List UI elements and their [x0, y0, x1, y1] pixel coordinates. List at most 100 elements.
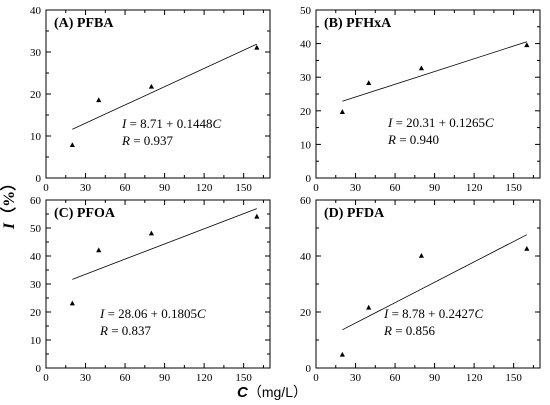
y-tick-label: 0 — [36, 363, 42, 375]
fit-equation: I = 28.06 + 0.1805C — [99, 306, 206, 321]
plot-frame — [45, 9, 271, 179]
r-label: R — [383, 323, 392, 338]
y-axis-variable: I — [1, 222, 18, 230]
panel-title: (C) PFOA — [54, 206, 116, 221]
data-point — [418, 253, 425, 258]
r-value: = 0.937 — [130, 133, 174, 148]
y-tick-label: 0 — [306, 363, 312, 375]
y-tick-label: 10 — [30, 335, 42, 347]
equation-var-i: I — [121, 116, 127, 131]
x-tick-label: 150 — [235, 182, 252, 194]
x-tick-label: 30 — [350, 372, 362, 384]
x-axis-label: C（mg/L） — [237, 384, 307, 401]
x-tick-label: 90 — [159, 372, 171, 384]
plot-frame — [315, 9, 541, 179]
plot-frame — [315, 199, 541, 369]
y-tick-label: 40 — [30, 5, 42, 17]
x-tick-label: 60 — [390, 372, 402, 384]
x-axis-unit: （mg/L） — [248, 384, 307, 400]
x-tick-label: 120 — [196, 182, 213, 194]
x-tick-label: 60 — [120, 372, 132, 384]
equation-var-c: C — [475, 306, 484, 321]
y-tick-label: 20 — [30, 89, 42, 101]
equation-var-i: I — [99, 306, 105, 321]
data-point — [96, 97, 102, 103]
x-tick-label: 120 — [196, 372, 213, 384]
equation-rhs: = 8.71 + 0.1448 — [126, 116, 212, 131]
data-point — [69, 300, 75, 306]
data-point — [96, 247, 102, 253]
x-tick-label: 90 — [429, 372, 441, 384]
equation-var-c: C — [197, 306, 206, 321]
y-tick-label: 20 — [300, 307, 312, 319]
x-tick-label: 60 — [120, 182, 132, 194]
y-tick-label: 20 — [30, 307, 42, 319]
r-value: = 0.856 — [392, 323, 436, 338]
y-tick-label: 60 — [30, 195, 42, 207]
data-point — [339, 351, 345, 357]
y-tick-label: 0 — [306, 173, 312, 185]
equation-var-i: I — [383, 306, 389, 321]
y-tick-label: 10 — [30, 131, 42, 143]
fit-line — [342, 234, 528, 331]
panel-title: (D) PFDA — [324, 206, 385, 221]
y-tick-label: 40 — [300, 251, 312, 263]
x-tick-label: 90 — [429, 182, 441, 194]
r-label: R — [99, 323, 108, 338]
y-tick-label: 40 — [300, 39, 312, 51]
y-axis-label: I（%） — [0, 175, 18, 230]
fit-line — [72, 208, 257, 280]
fit-equation: I = 20.31 + 0.1265C — [387, 115, 494, 130]
plot-frame — [45, 199, 271, 369]
panel-b: 0 30 60 90 120 150 0 10 20 30 40 50 (B) PFHxA I = 20.… — [300, 5, 541, 194]
y-tick-label: 50 — [30, 223, 42, 235]
data-point — [339, 109, 345, 114]
equation-rhs: = 8.78 + 0.2427 — [388, 306, 475, 321]
x-tick-label: 150 — [505, 182, 522, 194]
equation-rhs: = 20.31 + 0.1265 — [392, 115, 485, 130]
x-tick-label: 30 — [350, 182, 362, 194]
data-point — [69, 142, 75, 148]
x-tick-label: 150 — [235, 372, 252, 384]
data-point — [148, 83, 155, 89]
fit-line — [342, 41, 527, 102]
data-point — [366, 80, 372, 86]
x-tick-label: 0 — [43, 182, 49, 194]
equation-var-i: I — [387, 115, 393, 130]
panel-c: 0 30 60 90 120 150 0 10 20 30 40 50 60 (C) PFOA I = 28… — [30, 195, 271, 384]
x-tick-label: 120 — [466, 182, 483, 194]
data-point — [254, 213, 260, 219]
x-tick-label: 30 — [80, 372, 92, 384]
y-tick-label: 0 — [36, 173, 42, 185]
r-value: = 0.837 — [108, 323, 152, 338]
x-tick-label: 0 — [43, 372, 49, 384]
data-point — [418, 65, 425, 71]
y-tick-label: 10 — [300, 139, 312, 151]
x-tick-label: 120 — [466, 372, 483, 384]
panel-title: (A) PFBA — [54, 16, 114, 31]
fit-equation: I = 8.78 + 0.2427C — [383, 306, 484, 321]
equation-var-c: C — [485, 115, 494, 130]
r-value: = 0.940 — [396, 132, 439, 147]
r-label: R — [387, 132, 396, 147]
data-point — [148, 230, 155, 236]
y-tick-label: 20 — [300, 106, 312, 118]
y-tick-label: 30 — [300, 72, 312, 84]
panel-a: 0 30 60 90 120 150 0 10 20 30 40 (A) PFBA I = 8.71 +… — [30, 5, 271, 194]
fit-r-value: R = 0.837 — [99, 323, 152, 338]
fit-line — [72, 43, 257, 130]
x-tick-label: 90 — [159, 182, 171, 194]
data-point — [366, 304, 372, 310]
data-point — [254, 44, 260, 50]
y-axis-unit: （%） — [0, 175, 18, 223]
y-tick-label: 40 — [30, 251, 42, 263]
r-label: R — [121, 133, 130, 148]
panel-d: 0 30 60 90 120 150 0 20 40 60 (D) PFDA I = 8.78 + 0… — [300, 195, 541, 384]
y-tick-label: 50 — [300, 5, 312, 17]
fit-r-value: R = 0.856 — [383, 323, 436, 338]
x-tick-label: 30 — [80, 182, 92, 194]
equation-var-c: C — [213, 116, 222, 131]
y-tick-label: 30 — [30, 47, 42, 59]
x-tick-label: 0 — [313, 182, 319, 194]
